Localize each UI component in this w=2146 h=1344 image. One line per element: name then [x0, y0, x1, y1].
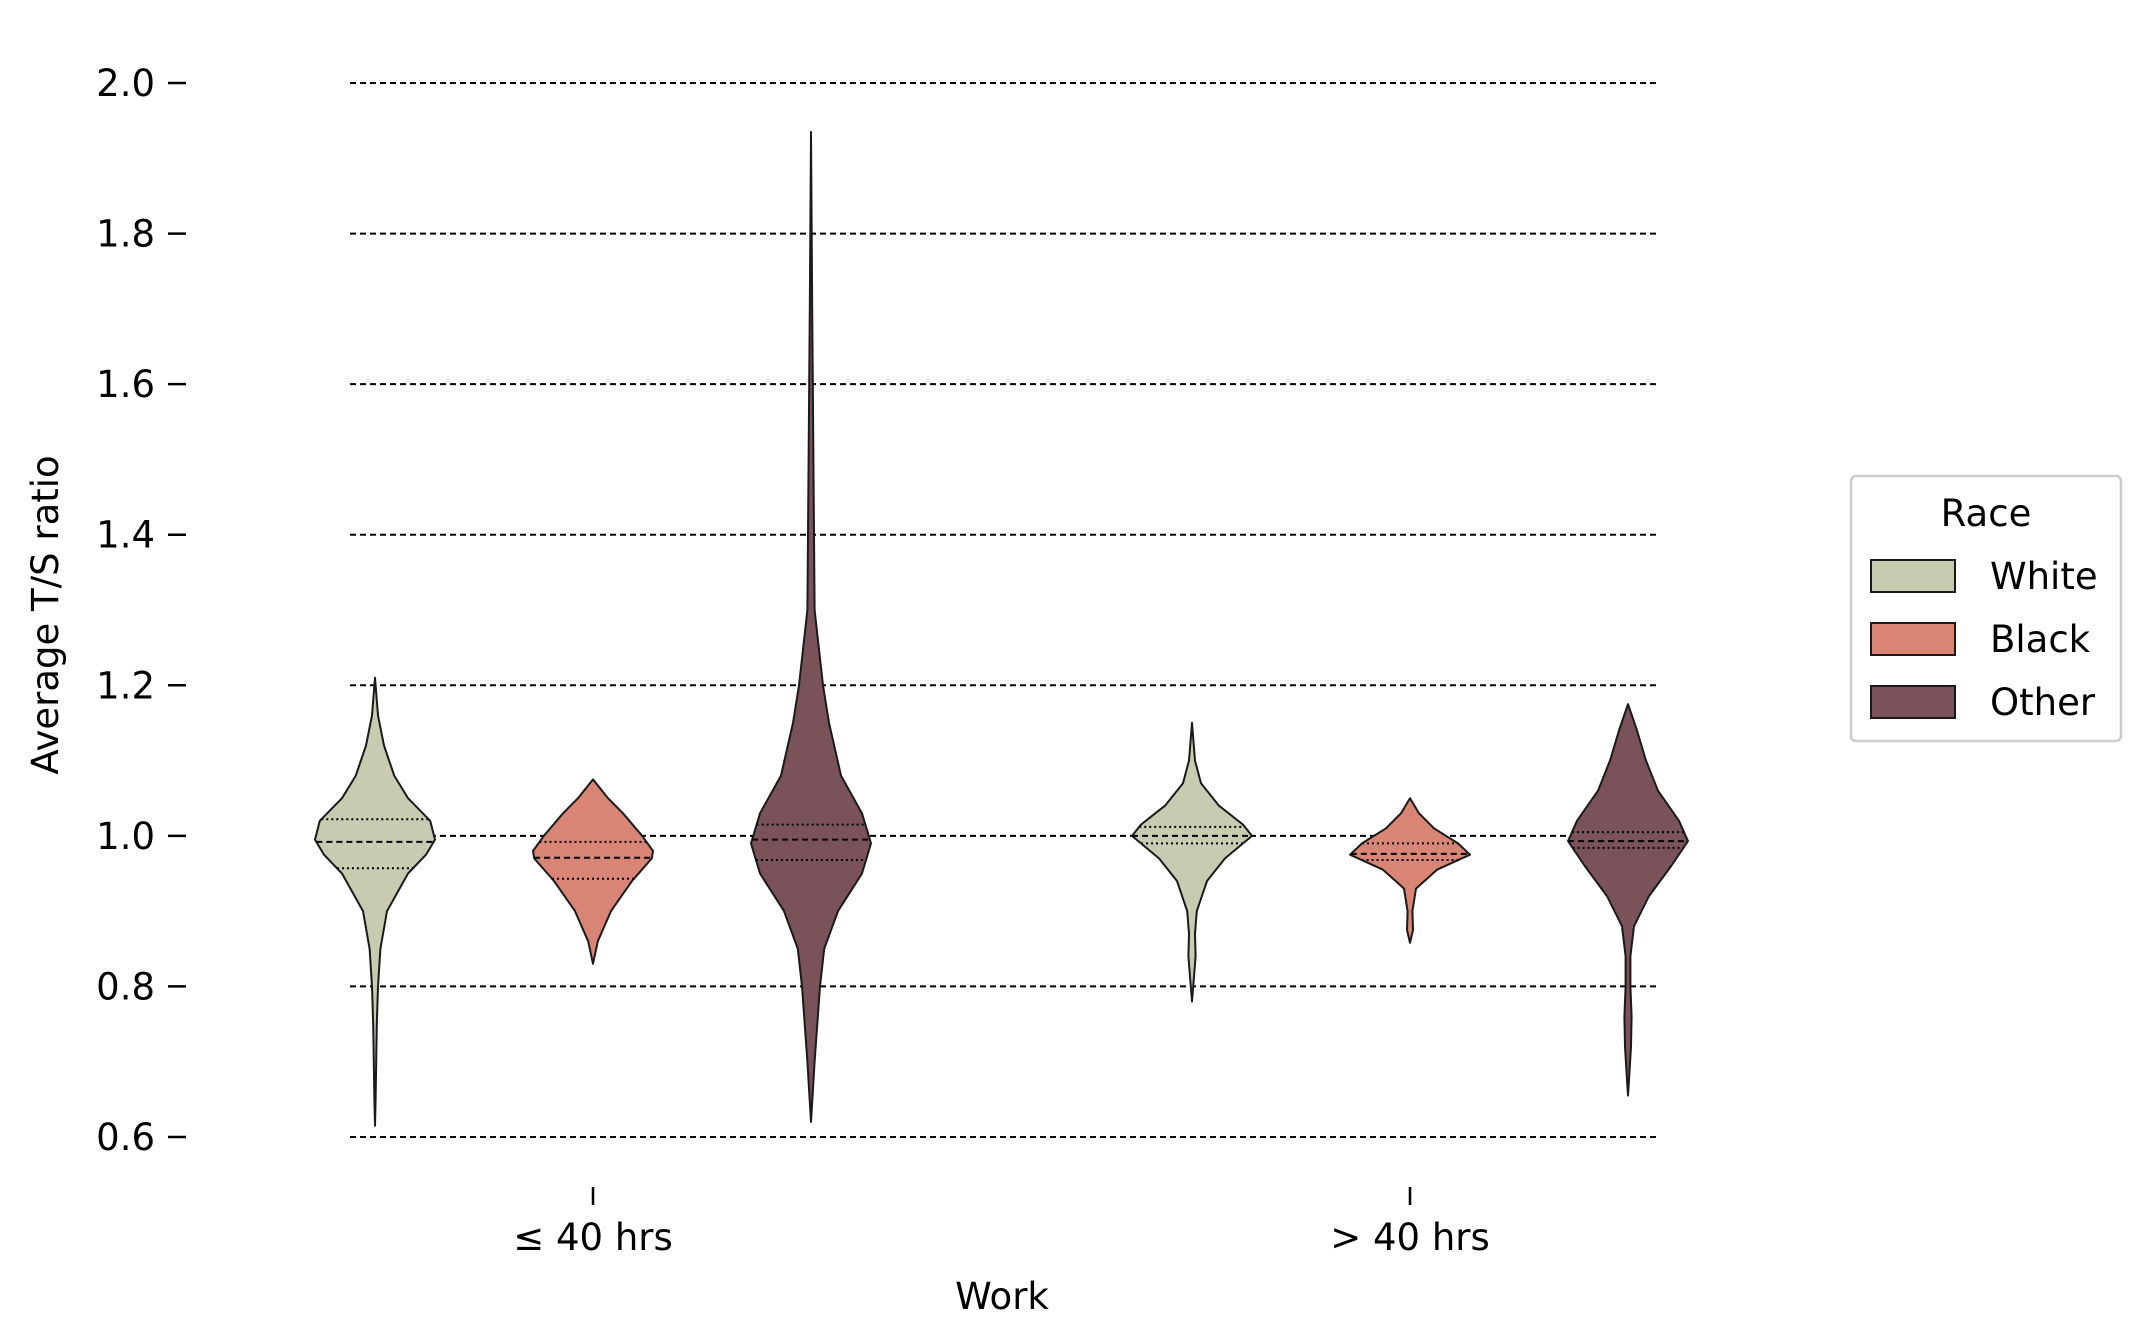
violin-black	[532, 778, 654, 965]
violin-white	[1131, 721, 1253, 1003]
violin-body	[1131, 721, 1253, 1003]
legend: Race White Black Other	[1849, 474, 2123, 743]
x-axis: ≤ 40 hrs > 40 hrs	[513, 1187, 1490, 1259]
y-tick-label: 1.6	[96, 363, 155, 406]
violin-white	[314, 676, 436, 1127]
y-tick-label: 1.8	[96, 213, 155, 256]
legend-label-other: Other	[1990, 681, 2096, 724]
y-tick-label: 0.6	[96, 1116, 155, 1159]
violin-body	[1567, 703, 1689, 1097]
violins	[314, 130, 1689, 1127]
legend-label-white: White	[1990, 555, 2098, 598]
legend-entries: White Black Other	[1870, 555, 2098, 724]
y-axis: 0.6 0.8 1.0 1.2 1.4 1.6 1.8 2.0	[96, 62, 186, 1159]
violin-body	[532, 778, 654, 965]
y-tick-label: 2.0	[96, 62, 155, 105]
legend-swatch-black	[1870, 622, 1956, 656]
violin-body	[750, 130, 872, 1123]
violin-black	[1349, 797, 1471, 944]
legend-label-black: Black	[1990, 618, 2091, 661]
y-tick-label: 1.2	[96, 664, 155, 707]
legend-swatch-white	[1870, 559, 1956, 593]
y-axis-title: Average T/S ratio	[24, 455, 67, 774]
x-tick-label: > 40 hrs	[1330, 1216, 1490, 1259]
y-tick-label: 1.0	[96, 815, 155, 858]
violin-body	[314, 676, 436, 1127]
y-tick-label: 1.4	[96, 514, 155, 557]
legend-title: Race	[1941, 492, 2032, 535]
legend-swatch-other	[1870, 685, 1956, 719]
y-tick-label: 0.8	[96, 965, 155, 1008]
violin-other	[1567, 703, 1689, 1097]
x-tick-label: ≤ 40 hrs	[513, 1216, 673, 1259]
violin-other	[750, 130, 872, 1123]
violin-body	[1349, 797, 1471, 944]
gridlines	[350, 82, 1656, 1138]
legend-frame	[1849, 474, 2123, 743]
x-axis-title: Work	[955, 1275, 1049, 1318]
